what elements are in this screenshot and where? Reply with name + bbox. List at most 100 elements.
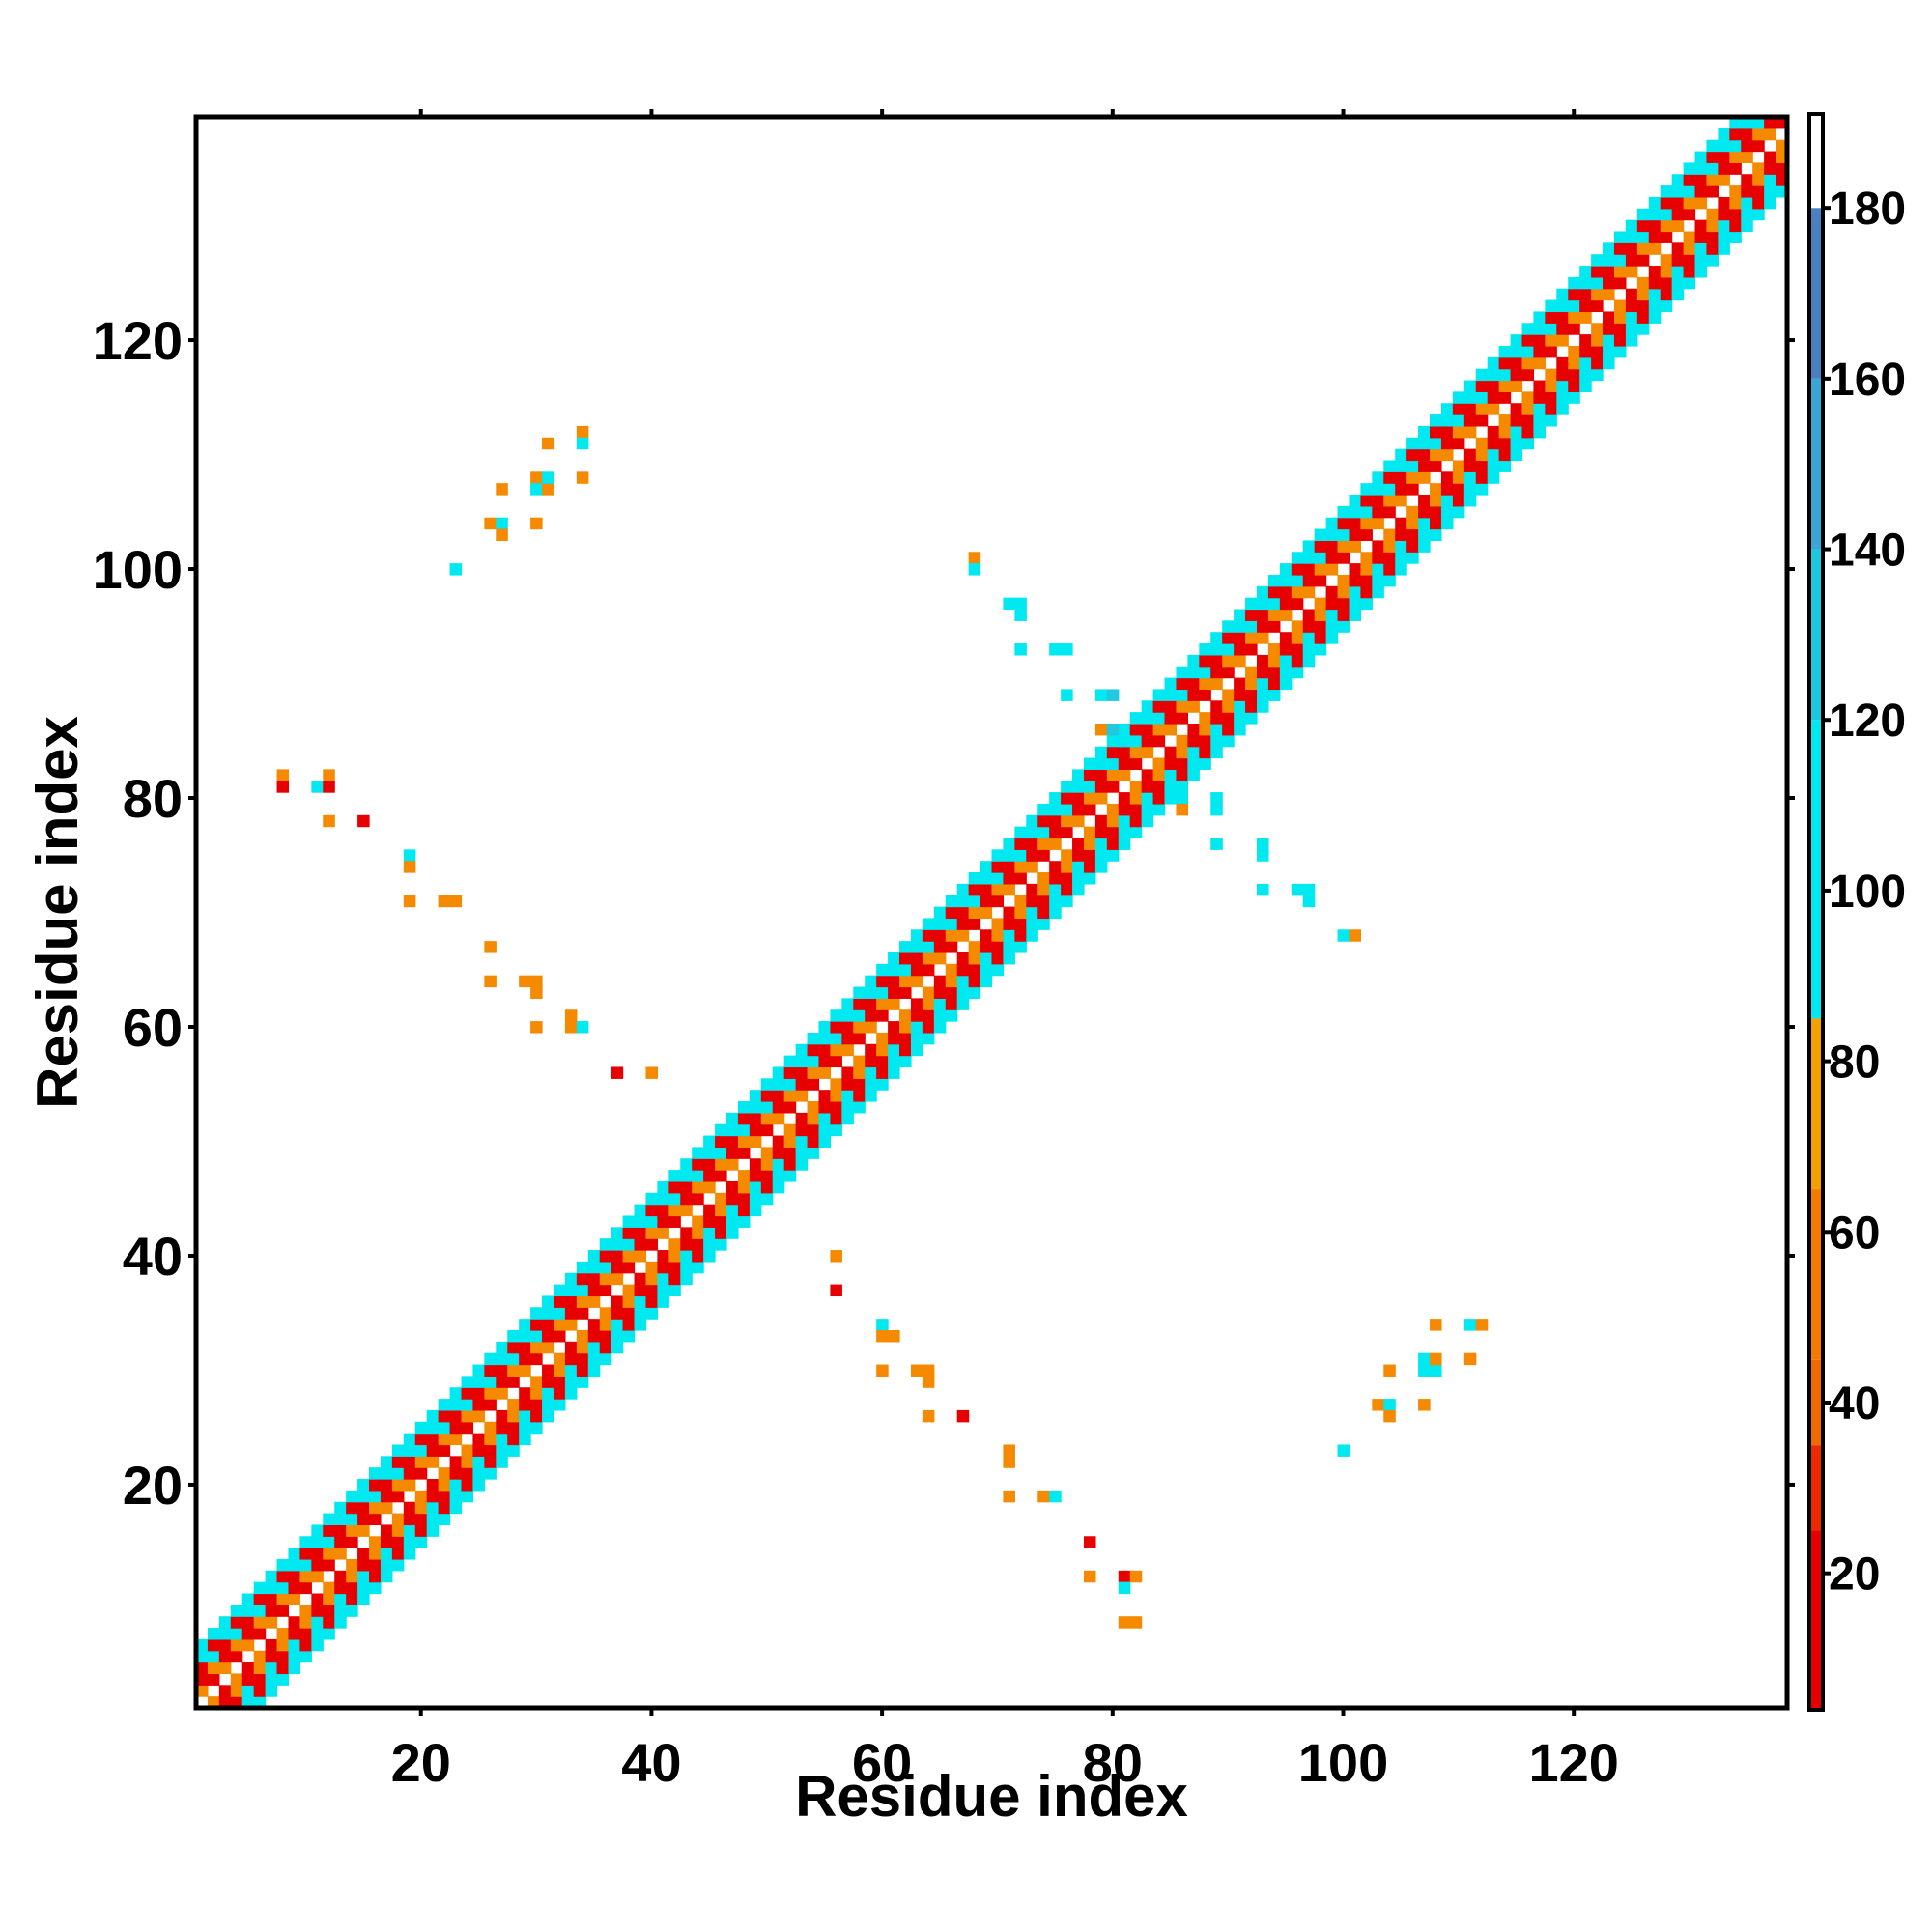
contact-cell xyxy=(1049,1490,1062,1503)
contact-cell xyxy=(1014,918,1027,930)
contact-cell xyxy=(956,883,970,896)
x-tick-label: 20 xyxy=(391,1732,451,1793)
contact-cell xyxy=(1187,746,1200,759)
colorbar-tick-label: 100 xyxy=(1829,867,1906,918)
contact-cell xyxy=(1210,838,1223,850)
colorbar-segment xyxy=(1809,1445,1823,1531)
contact-cell xyxy=(346,1605,358,1617)
contact-cell xyxy=(357,1548,370,1560)
contact-cell xyxy=(980,941,993,953)
contact-cell xyxy=(334,1581,347,1595)
contact-cell xyxy=(645,1295,658,1308)
contact-cell xyxy=(1706,151,1719,163)
contact-cell xyxy=(553,1307,566,1320)
contact-cell xyxy=(1636,311,1650,324)
contact-cell xyxy=(1418,505,1431,519)
contact-cell xyxy=(380,1479,393,1492)
contact-cell xyxy=(888,1032,900,1045)
contact-cell xyxy=(1418,495,1431,507)
contact-cell xyxy=(576,1021,589,1034)
contact-cell xyxy=(807,1135,820,1148)
contact-cell xyxy=(645,1204,658,1217)
contact-cell xyxy=(1383,471,1396,484)
contact-cell xyxy=(818,1032,832,1045)
contact-cell xyxy=(265,1605,278,1617)
contact-cell xyxy=(1257,585,1269,599)
contact-cell xyxy=(1349,517,1362,530)
contact-cell xyxy=(1660,219,1673,233)
contact-cell xyxy=(1718,128,1730,141)
contact-cell xyxy=(1037,826,1050,839)
contact-cell xyxy=(1660,288,1673,301)
contact-cell xyxy=(1648,219,1662,233)
contact-cell xyxy=(956,918,970,930)
contact-cell xyxy=(1406,471,1419,484)
contact-cell xyxy=(1337,597,1350,611)
contact-cell xyxy=(680,1238,693,1251)
contact-cell xyxy=(1418,517,1431,530)
contact-cell xyxy=(876,1043,889,1057)
contact-cell xyxy=(403,1433,416,1446)
contact-cell xyxy=(622,1227,636,1239)
contact-cell xyxy=(1245,609,1258,621)
contact-cell xyxy=(910,1043,923,1057)
contact-cell xyxy=(1729,185,1742,198)
contact-cell xyxy=(922,941,935,953)
contact-cell xyxy=(1118,757,1131,770)
contact-cell xyxy=(1625,311,1638,324)
contact-cell xyxy=(1395,495,1407,507)
contact-cell xyxy=(783,1090,797,1102)
contact-cell xyxy=(1430,528,1442,542)
contact-cell xyxy=(1521,391,1535,404)
contact-cell xyxy=(530,1329,543,1343)
contact-cell xyxy=(680,1158,693,1171)
contact-cell xyxy=(1279,654,1293,668)
contact-cell xyxy=(991,895,1005,908)
contact-cell xyxy=(1210,643,1223,656)
contact-cell xyxy=(1267,654,1281,668)
contact-cell xyxy=(1545,299,1557,313)
contact-cell xyxy=(657,1261,669,1274)
contact-cell xyxy=(657,1250,669,1263)
contact-cell xyxy=(276,1662,290,1675)
contact-cell xyxy=(519,1329,531,1343)
contact-cell xyxy=(841,1101,854,1114)
contact-cell xyxy=(1003,597,1015,611)
y-tick-label: 120 xyxy=(93,310,183,371)
contact-cell xyxy=(1245,700,1258,713)
contact-cell xyxy=(968,952,981,965)
contact-cell xyxy=(1591,266,1604,278)
contact-cell xyxy=(1625,323,1638,335)
contact-cell xyxy=(1372,585,1384,599)
contact-cell xyxy=(1164,757,1178,770)
contact-cell xyxy=(1210,792,1223,805)
contact-cell xyxy=(1579,299,1592,313)
contact-cell xyxy=(449,1399,463,1411)
contact-cell xyxy=(692,1170,704,1182)
contact-cell xyxy=(1383,528,1396,542)
contact-cell xyxy=(783,1170,797,1182)
contact-cell xyxy=(611,1307,624,1320)
contact-cell xyxy=(1210,803,1223,816)
contact-cell xyxy=(1199,654,1211,668)
contact-cell xyxy=(841,1078,854,1091)
contact-cell xyxy=(760,1112,774,1125)
contact-cell xyxy=(542,1387,554,1400)
contact-cell xyxy=(1129,734,1143,748)
contact-cell xyxy=(1430,448,1442,462)
contact-cell xyxy=(1463,425,1477,439)
contact-cell xyxy=(1094,849,1108,862)
contact-cell xyxy=(553,1376,566,1388)
contact-cell xyxy=(1360,574,1373,587)
contact-cell xyxy=(1152,712,1166,724)
contact-cell xyxy=(749,1101,762,1114)
contact-cell xyxy=(1094,814,1108,828)
contact-cell xyxy=(968,941,981,953)
contact-cell xyxy=(1475,391,1489,404)
contact-cell xyxy=(461,1490,474,1503)
contact-cell xyxy=(357,1490,370,1503)
contact-cell xyxy=(1037,906,1050,920)
contact-cell xyxy=(1187,757,1200,770)
contact-cell xyxy=(1718,208,1730,221)
contact-cell xyxy=(1498,437,1512,450)
